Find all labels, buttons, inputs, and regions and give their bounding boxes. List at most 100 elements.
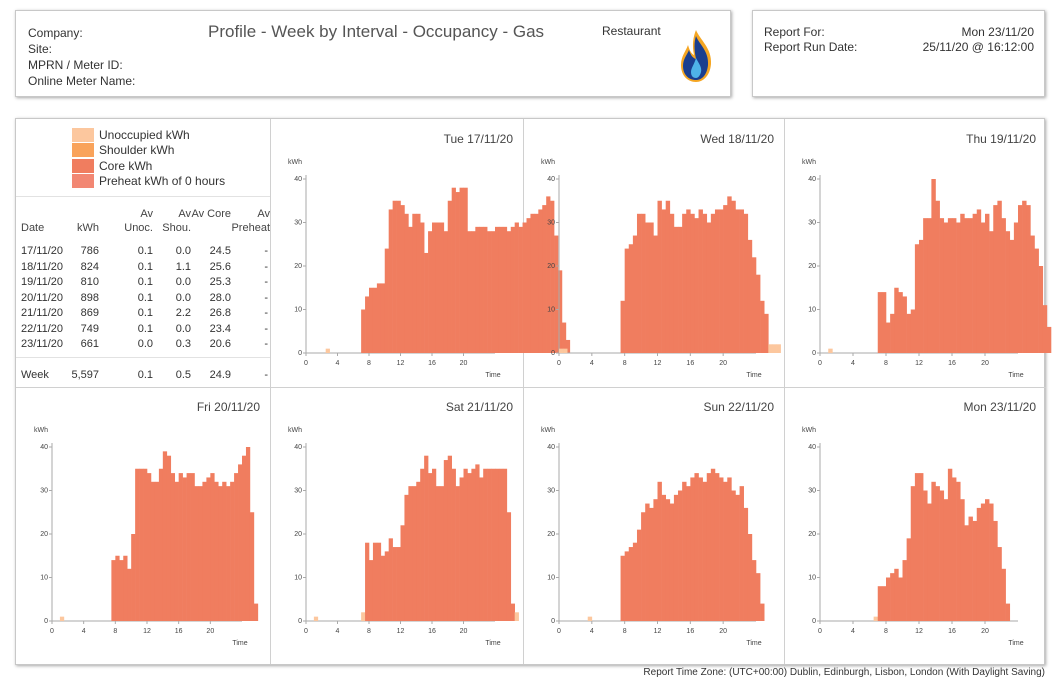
interval-bar [714,209,720,353]
interval-bar [463,187,468,353]
x-tick-label: 8 [367,628,371,635]
interval-bar [665,499,671,621]
interval-bar [459,187,464,353]
x-axis-label: Time [1008,640,1023,647]
interval-bar [127,568,132,621]
table-row-cell: 0.1 [137,260,153,273]
chart-svg: Sun 22/11/20 kWh Time 0 10 20 30 40 0 4 8 12 16 20 [541,400,774,647]
interval-bar [369,287,374,353]
interval-bar [565,339,571,353]
interval-bar [143,468,148,621]
x-tick-label: 20 [719,628,727,635]
interval-bar [376,283,382,353]
interval-bar [242,455,247,621]
x-tick-label: 12 [915,360,923,367]
interval-bar [587,616,593,621]
x-tick-label: 16 [428,360,436,367]
x-tick-label: 0 [557,628,561,635]
legend-label: Core kWh [99,158,153,173]
interval-bar [467,473,472,621]
interval-bar [226,486,231,621]
y-tick-label: 30 [808,488,816,495]
interval-bar [751,257,757,353]
y-tick-label: 20 [40,531,48,538]
interval-bar [756,274,761,353]
report-title: Profile - Week by Interval - Occupancy -… [208,22,545,41]
interval-bar [620,300,625,353]
interval-bar [964,525,969,621]
interval-bar [530,213,535,353]
legend-item: Preheat kWh of 0 hours [72,174,225,190]
chart-title: Fri 20/11/20 [197,400,260,414]
interval-bar [743,507,749,621]
interval-bar [764,313,769,353]
interval-bar [1001,568,1006,621]
interval-chart: Thu 19/11/20 kWh Time 0 10 20 30 40 0 4 8 12 16 20 [784,119,1052,387]
interval-bar [628,244,634,353]
interval-bar [657,200,662,353]
y-tick-label: 40 [40,444,48,451]
x-tick-label: 0 [304,360,308,367]
y-axis-label: kWh [288,159,302,166]
x-tick-label: 4 [590,628,594,635]
interval-bar [931,179,936,353]
interval-bar [723,205,728,353]
interval-bar [550,200,555,353]
interval-bar [960,213,965,353]
y-tick-label: 30 [40,488,48,495]
y-tick-label: 0 [551,350,555,357]
interval-bar [502,226,508,353]
interval-bar [514,612,519,621]
interval-chart: Sun 22/11/20 kWh Time 0 10 20 30 40 0 4 8 12 16 20 [523,387,784,655]
interval-bar [443,460,449,621]
interval-bar [702,213,708,353]
interval-bar [919,239,924,353]
table-row-cell: 25.6 [209,260,231,273]
interval-bar [636,213,642,353]
interval-bar [115,555,120,621]
interval-bar [661,209,666,353]
table-row-date: 21/11/20 [21,307,64,319]
chart-svg: Wed 18/11/20 kWh Time 0 10 20 30 40 0 4 8 12 16 20 [541,132,781,379]
interval-bar [980,503,986,621]
legend-item: Unoccupied kWh [72,127,225,143]
interval-bar [214,481,219,621]
interval-bar [424,252,429,353]
interval-bar [694,218,699,353]
interval-bar [1042,305,1048,353]
interval-bar [166,455,172,621]
interval-bar [739,486,744,621]
table-row-cell: 898 [80,291,99,304]
interval-bar [361,309,366,353]
interval-bar [756,573,761,621]
legend-label: Preheat kWh of 0 hours [99,174,226,189]
report-info-panel: Report For: Report Run Date: Mon 23/11/2… [752,10,1045,97]
interval-bar [902,296,907,353]
interval-bar [890,313,895,353]
interval-bar [325,348,330,353]
table-row-cell: 25.3 [209,276,231,288]
y-tick-label: 10 [40,575,48,582]
legend-item: Shoulder kWh [72,143,225,159]
legend-label: Shoulder kWh [99,143,175,158]
table-row-cell: 0.0 [175,291,191,304]
x-axis-label: Time [232,640,247,647]
interval-bar [416,481,421,621]
interval-bar [993,520,998,621]
col-header-av-preheat: Av Preheat [231,208,270,234]
interval-bar [923,490,928,621]
y-tick-label: 40 [547,444,555,451]
table-row-cell: 0.0 [175,276,191,288]
interval-bar [546,196,551,353]
interval-bar [665,200,671,353]
y-tick-label: 10 [294,575,302,582]
company-label: Company: [28,26,83,40]
y-axis-label: kWh [34,427,48,434]
y-tick-label: 20 [547,531,555,538]
y-tick-label: 30 [808,220,816,227]
interval-bar [439,222,445,353]
interval-bar [135,468,140,621]
interval-bar [408,226,413,353]
interval-bar [1022,200,1027,353]
interval-bar [365,296,370,353]
